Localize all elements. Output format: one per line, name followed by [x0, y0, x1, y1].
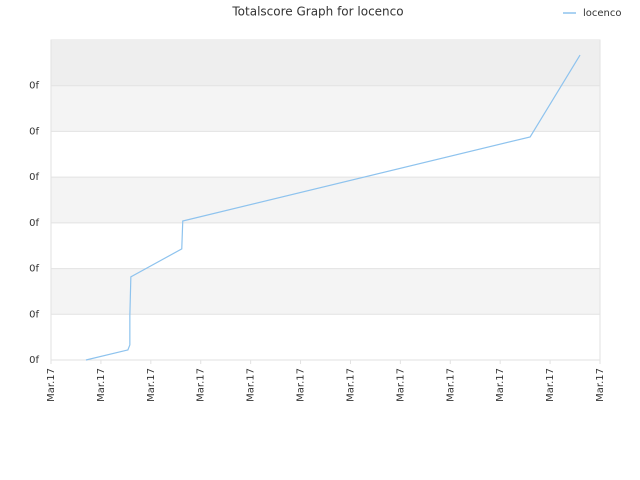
y-tick-label: 0f — [29, 264, 39, 275]
legend-label: locenco — [583, 8, 622, 19]
x-tick-label: Mar.17 — [146, 368, 157, 402]
plot-band — [51, 177, 600, 223]
x-tick-label: Mar.17 — [196, 368, 207, 402]
x-tick-label: Mar.17 — [595, 368, 606, 402]
y-tick-label: 0f — [29, 81, 39, 92]
x-tick-label: Mar.17 — [395, 368, 406, 402]
chart-title: Totalscore Graph for locenco — [231, 5, 403, 19]
y-tick-label: 0f — [29, 309, 39, 320]
x-tick-label: Mar.17 — [545, 368, 556, 402]
x-tick-label: Mar.17 — [46, 368, 57, 402]
y-tick-label: 0f — [29, 172, 39, 183]
x-tick-label: Mar.17 — [445, 368, 456, 402]
x-tick-label: Mar.17 — [96, 368, 107, 402]
x-tick-label: Mar.17 — [495, 368, 506, 402]
x-tick-label: Mar.17 — [246, 368, 257, 402]
line-series — [85, 54, 581, 361]
y-tick-label: 0f — [29, 126, 39, 137]
plot-band — [51, 40, 600, 86]
y-tick-label: 0f — [29, 218, 39, 229]
x-tick-label: Mar.17 — [296, 368, 307, 402]
plot-band — [51, 268, 600, 315]
plot-band — [51, 85, 600, 132]
y-tick-label: 0f — [29, 355, 39, 366]
x-tick-label: Mar.17 — [345, 368, 356, 402]
